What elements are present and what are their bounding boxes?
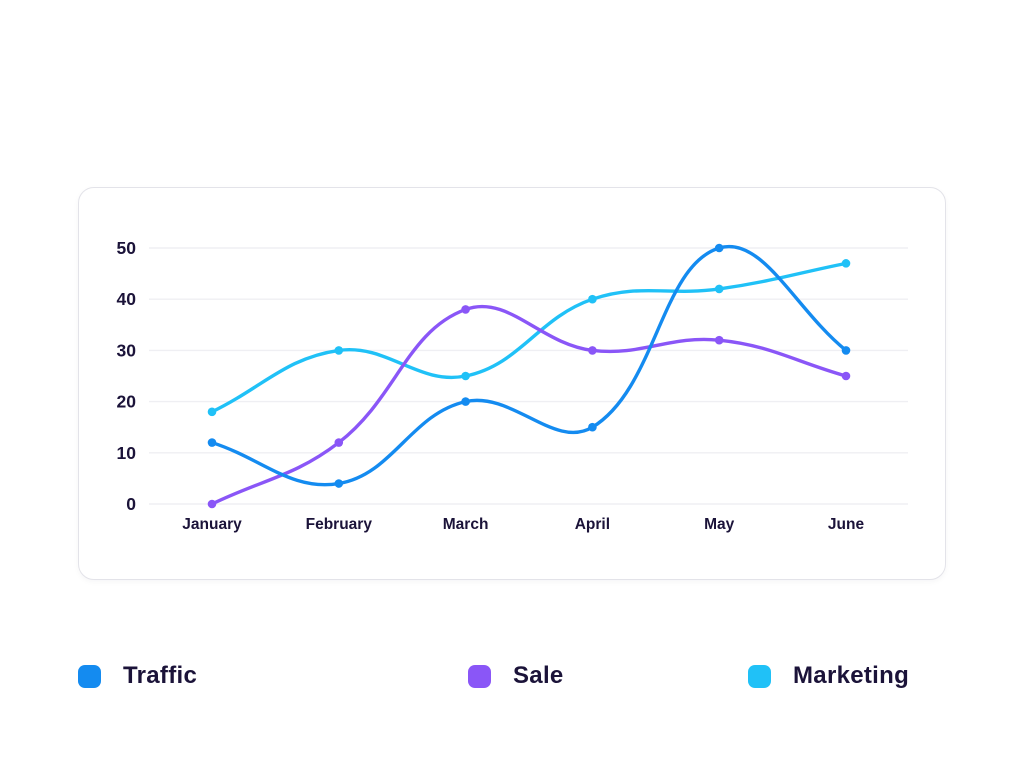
- y-tick-label: 10: [117, 443, 137, 463]
- data-point-traffic: [207, 438, 217, 447]
- legend-swatch-traffic: [78, 664, 101, 688]
- legend-label-sale: Sale: [513, 662, 564, 689]
- data-point-marketing: [334, 346, 344, 355]
- data-point-marketing: [841, 259, 851, 268]
- data-point-sale: [334, 438, 344, 447]
- legend-item-sale: Sale: [468, 662, 564, 690]
- data-point-marketing: [588, 294, 597, 304]
- y-tick-label: 40: [117, 289, 137, 309]
- x-tick-label: February: [306, 516, 373, 533]
- series-line-marketing: [210, 261, 848, 414]
- y-tick-label: 0: [126, 494, 136, 514]
- data-point-sale: [841, 371, 851, 381]
- chart-card: 0 10 20 30 40 50 January February March April May J…: [78, 187, 946, 580]
- legend-item-marketing: Marketing: [748, 662, 909, 690]
- data-point-traffic: [588, 422, 597, 432]
- series-line-sale: [210, 304, 848, 506]
- legend-swatch-sale: [468, 664, 491, 688]
- data-point-sale: [461, 305, 470, 314]
- data-point-sale: [588, 346, 597, 355]
- x-tick-label: January: [182, 516, 242, 533]
- series-line-traffic: [210, 244, 848, 487]
- data-point-marketing: [461, 371, 470, 381]
- legend-label-marketing: Marketing: [793, 662, 910, 689]
- data-point-sale: [207, 499, 217, 509]
- y-tick-label: 20: [117, 392, 137, 412]
- data-point-marketing: [714, 284, 724, 294]
- data-point-traffic: [714, 243, 724, 253]
- x-tick-label: June: [828, 516, 865, 533]
- y-tick-label: 50: [117, 238, 137, 258]
- data-point-traffic: [461, 397, 470, 406]
- legend-swatch-marketing: [748, 664, 771, 688]
- data-point-traffic: [841, 346, 851, 355]
- data-point-sale: [714, 335, 724, 345]
- x-tick-label: April: [575, 516, 610, 533]
- chart-legend: Traffic Sale Marketing: [0, 662, 1024, 692]
- line-chart: 0 10 20 30 40 50 January February March April May J…: [117, 238, 908, 533]
- data-point-traffic: [334, 479, 344, 488]
- x-tick-label: March: [443, 516, 489, 533]
- x-tick-label: May: [704, 516, 735, 533]
- y-tick-label: 30: [117, 340, 137, 360]
- legend-item-traffic: Traffic: [78, 662, 197, 690]
- data-point-marketing: [207, 407, 217, 417]
- legend-label-traffic: Traffic: [123, 662, 198, 689]
